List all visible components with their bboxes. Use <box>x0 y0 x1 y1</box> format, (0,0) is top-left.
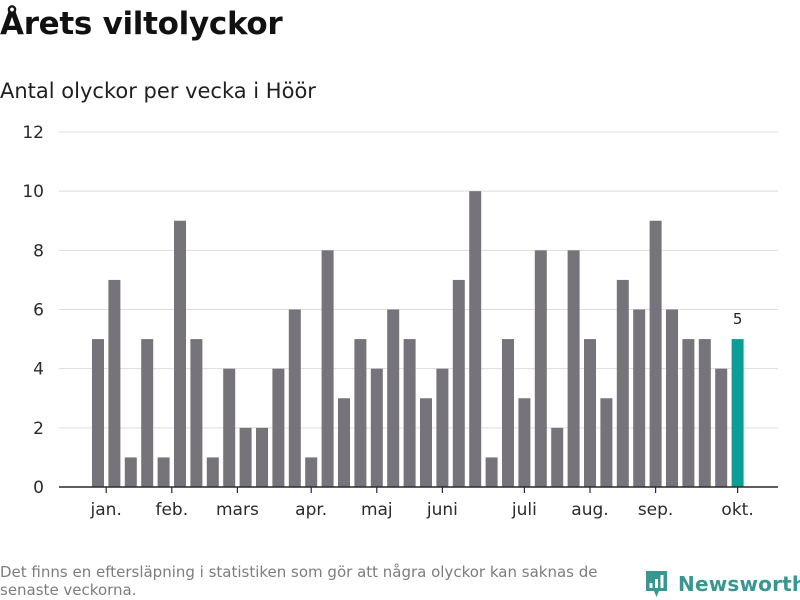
y-tick-label: 12 <box>22 123 44 143</box>
bar <box>124 457 137 487</box>
bar <box>551 427 564 487</box>
bar <box>649 220 662 487</box>
x-tick-label: maj <box>361 500 393 520</box>
bar <box>92 339 104 487</box>
x-tick-label: sep. <box>638 500 674 520</box>
bar <box>633 309 646 487</box>
bar <box>502 339 514 487</box>
bar-highlight <box>731 339 744 487</box>
bar <box>485 457 498 487</box>
bar <box>370 368 383 487</box>
bar <box>387 309 400 487</box>
bar <box>206 457 219 487</box>
bar <box>223 368 236 487</box>
bar <box>338 398 350 487</box>
bar <box>321 250 334 487</box>
x-tick-label: aug. <box>571 500 608 520</box>
y-tick-label: 8 <box>33 241 44 261</box>
bar <box>436 368 449 487</box>
y-tick-label: 2 <box>33 419 44 439</box>
y-tick-label: 6 <box>33 301 44 321</box>
bar <box>666 309 678 487</box>
bar <box>157 457 170 487</box>
y-tick-label: 4 <box>33 360 44 380</box>
x-tick-label: apr. <box>295 500 327 520</box>
brand-logo[interactable]: Newsworthy <box>644 568 800 600</box>
bar <box>715 368 728 487</box>
bar <box>305 457 318 487</box>
bar <box>141 339 154 487</box>
data-label: 5 <box>733 310 743 328</box>
x-tick-label: okt. <box>721 500 753 520</box>
bar <box>354 339 367 487</box>
bar <box>174 220 186 487</box>
brand-name: Newsworthy <box>678 572 800 596</box>
x-tick-label: juli <box>511 500 537 520</box>
bar <box>108 279 121 487</box>
bar <box>420 398 432 487</box>
footnote: Det finns en eftersläpning i statistiken… <box>0 563 598 599</box>
bar <box>518 398 531 487</box>
bar <box>288 309 301 487</box>
x-tick-label: mars <box>216 500 259 520</box>
bar <box>239 427 252 487</box>
bar <box>190 339 203 487</box>
bar <box>272 368 285 487</box>
bar-chart: 0 2 4 6 8 10 12 5 jan. feb. mars apr. maj juni juli aug… <box>22 123 778 520</box>
bar <box>534 250 547 487</box>
x-tick-label: jan. <box>90 500 122 520</box>
bar <box>469 191 482 487</box>
y-tick-label: 0 <box>33 478 44 498</box>
bar <box>256 427 268 487</box>
chart-title: Årets viltolyckor <box>0 6 283 42</box>
x-tick-label: feb. <box>155 500 188 520</box>
bar <box>567 250 580 487</box>
y-tick-label: 10 <box>22 182 44 202</box>
bar <box>584 339 596 487</box>
bar <box>600 398 613 487</box>
x-tick-label: juni <box>426 500 458 520</box>
bar <box>698 339 711 487</box>
newsworthy-logo-icon <box>646 571 667 597</box>
bar <box>403 339 416 487</box>
chart-subtitle: Antal olyckor per vecka i Höör <box>0 79 316 103</box>
bar <box>682 339 695 487</box>
bar <box>616 279 629 487</box>
bar <box>452 279 465 487</box>
